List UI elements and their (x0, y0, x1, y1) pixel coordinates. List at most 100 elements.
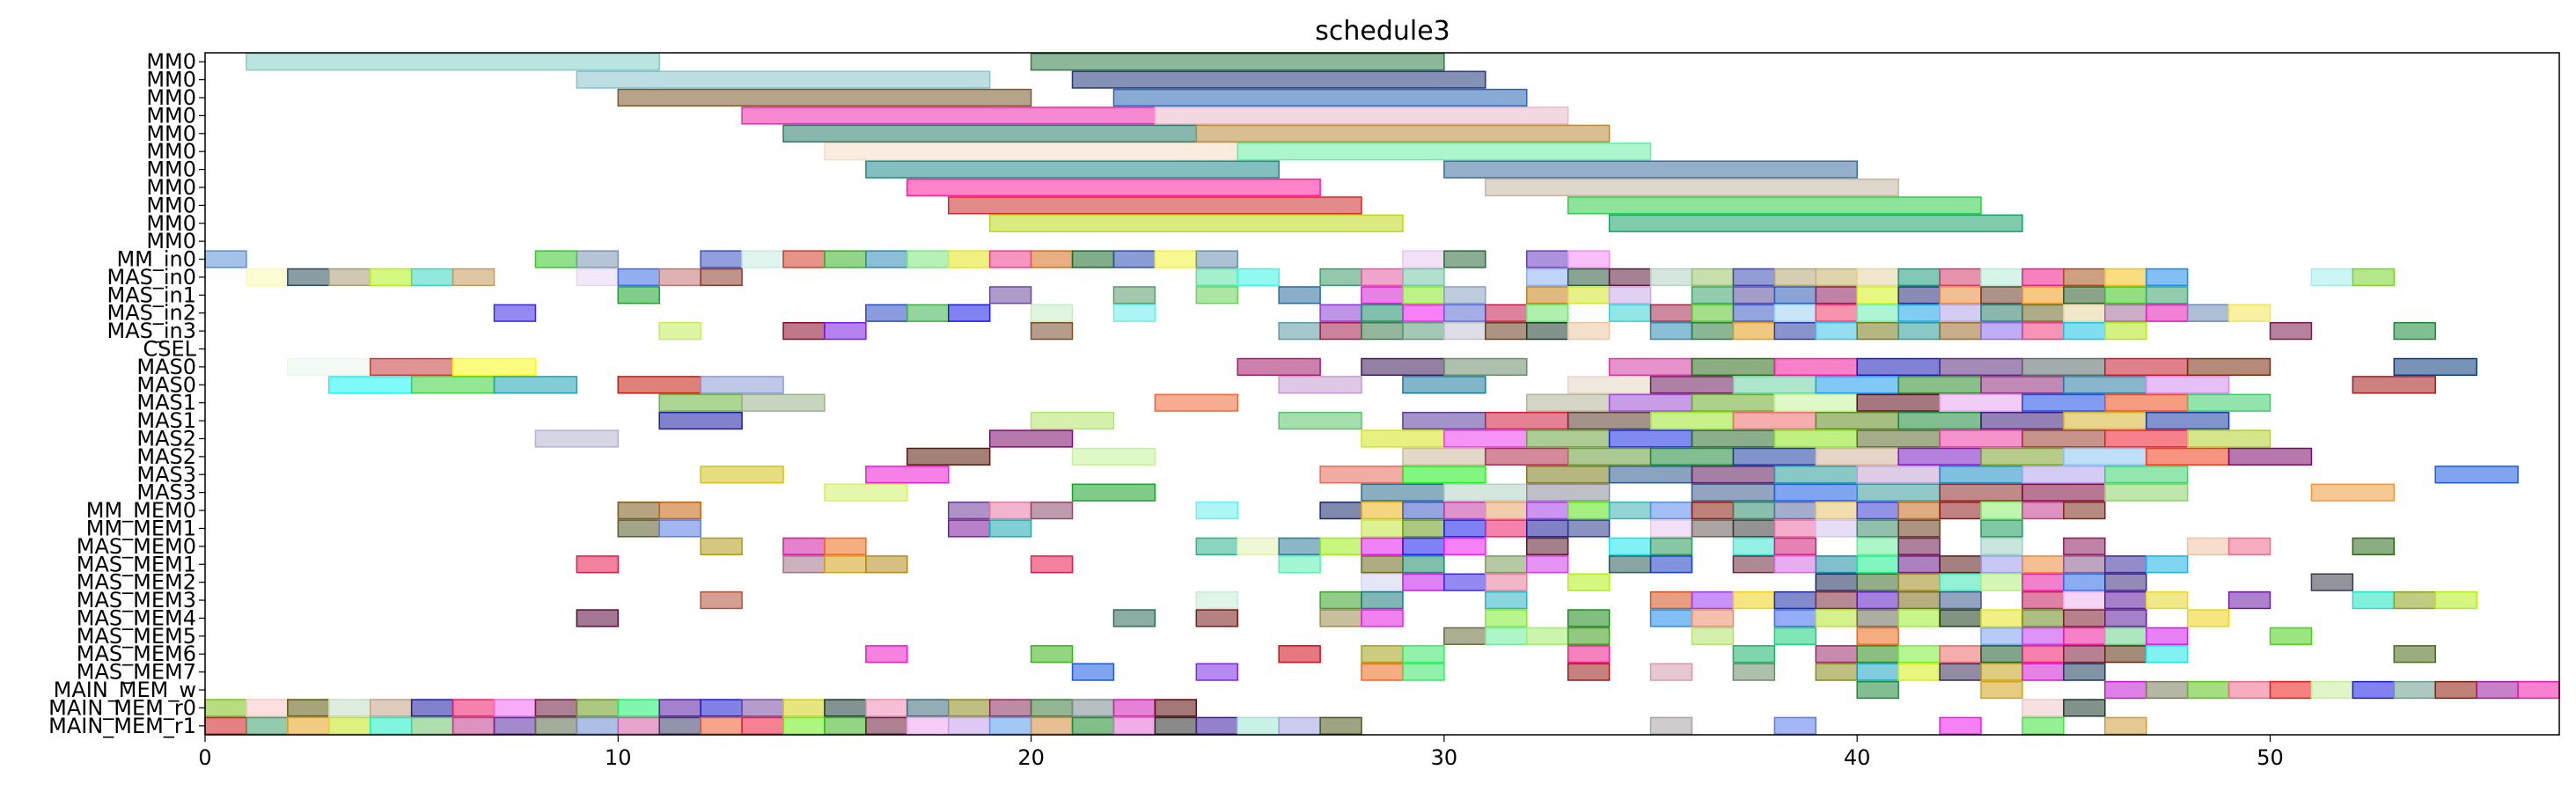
gantt-bar (2063, 376, 2147, 394)
y-tick-label: MAS_in3 (106, 319, 196, 343)
gantt-bar (617, 501, 660, 520)
y-tick-label: MAS3 (136, 480, 196, 505)
y-tick-label: MAIN_MEM_r1 (48, 714, 196, 738)
gantt-bar (1773, 501, 1817, 520)
gantt-bar (1361, 321, 1404, 341)
gantt-bar (2517, 680, 2560, 700)
gantt-bar (2352, 268, 2396, 287)
gantt-bar (988, 250, 1032, 268)
gantt-bar (1608, 501, 1652, 520)
y-tick-labels: MM0MM0MM0MM0MM0MM0MM0MM0MM0MM0MM0MM_in0M… (48, 49, 205, 738)
gantt-bar (988, 286, 1032, 304)
gantt-bar (2063, 645, 2106, 664)
gantt-bar (2186, 429, 2271, 448)
gantt-bar (1773, 590, 1817, 610)
gantt-bar (1402, 645, 1445, 664)
y-tick-label: MAIN_MEM_w (54, 678, 196, 702)
gantt-bar (1567, 250, 1611, 268)
gantt-bar (824, 143, 1238, 161)
gantt-bar (741, 716, 784, 735)
gantt-bar (2393, 645, 2436, 664)
gantt-bar (1526, 286, 1569, 304)
gantt-bar (1649, 376, 1735, 394)
gantt-bar (369, 357, 454, 377)
gantt-bar (1773, 627, 1817, 645)
gantt-bar (1980, 573, 2023, 591)
gantt-bar (1526, 466, 1611, 484)
gantt-bar (1030, 645, 1074, 664)
gantt-bar (246, 53, 660, 71)
gantt-bar (865, 699, 908, 717)
y-tick-label: MAS2 (136, 444, 196, 469)
gantt-bar (1485, 573, 1528, 591)
gantt-bar (1815, 645, 1858, 664)
gantt-bar (700, 250, 743, 268)
gantt-bar (2063, 286, 2106, 304)
gantt-bar (2063, 555, 2106, 574)
gantt-bar (1237, 537, 1280, 555)
gantt-bar (2393, 321, 2436, 341)
y-tick-label: MM0 (146, 175, 196, 200)
gantt-bar (824, 716, 867, 735)
gantt-bar (1980, 663, 2023, 681)
gantt-bar (1195, 250, 1238, 268)
gantt-bar (2022, 483, 2106, 502)
y-tick-label: MM0 (146, 158, 196, 182)
bars-layer (204, 53, 2560, 735)
gantt-bar (947, 699, 991, 717)
gantt-bar (246, 699, 289, 717)
gantt-bar (1732, 537, 1776, 555)
gantt-bar (2393, 590, 2436, 610)
y-tick-label: MM_MEM1 (86, 516, 196, 540)
gantt-bar (2063, 573, 2106, 591)
gantt-bar (451, 699, 495, 717)
gantt-bar (1361, 590, 1404, 610)
gantt-bar (1773, 609, 1817, 627)
gantt-bar (1939, 716, 1982, 735)
gantt-bar (1443, 483, 1528, 502)
gantt-bar (2145, 447, 2230, 466)
gantt-bar (1815, 590, 1858, 610)
gantt-bar (2063, 627, 2106, 645)
gantt-bar (2186, 357, 2271, 377)
gantt-bar (658, 411, 743, 430)
gantt-bar (865, 160, 1280, 179)
gantt-bar (287, 268, 330, 287)
gantt-bar (906, 178, 1321, 197)
gantt-bar (700, 268, 743, 287)
gantt-bar (1154, 699, 1198, 717)
gantt-bar (1195, 537, 1238, 555)
gantt-bar (1732, 555, 1776, 574)
gantt-bar (1649, 268, 1693, 287)
x-axis: 0 10 20 30 40 50 (198, 735, 2284, 770)
y-tick-label: MAS_MEM4 (77, 605, 196, 630)
gantt-bar (700, 590, 743, 610)
gantt-bar (328, 376, 413, 394)
gantt-bar (1939, 645, 1982, 664)
gantt-bar (1980, 645, 2023, 664)
gantt-bar (865, 645, 908, 664)
gantt-bar (576, 699, 620, 717)
gantt-bar (1567, 609, 1611, 627)
y-tick-label: MAS3 (136, 462, 196, 487)
gantt-bar (2434, 680, 2477, 700)
y-tick-label: MAS2 (136, 426, 196, 451)
gantt-bar (2145, 627, 2189, 645)
gantt-bar (741, 250, 784, 268)
gantt-bar (1526, 555, 1569, 574)
gantt-bar (1278, 286, 1321, 304)
gantt-bar (1897, 519, 1941, 538)
gantt-bar (1402, 286, 1445, 304)
gantt-bar (1649, 716, 1693, 735)
y-tick-label: MAS_MEM7 (77, 660, 196, 685)
gantt-bar (782, 250, 826, 268)
gantt-bar (658, 519, 701, 538)
y-tick-label: MAS_in0 (106, 265, 196, 290)
gantt-bar (1319, 716, 1362, 735)
gantt-bar (865, 466, 950, 484)
gantt-bar (2022, 466, 2106, 484)
gantt-bar (2063, 699, 2106, 717)
y-tick-label: MAS1 (136, 391, 196, 415)
gantt-bar (410, 716, 454, 735)
gantt-bar (988, 699, 1032, 717)
